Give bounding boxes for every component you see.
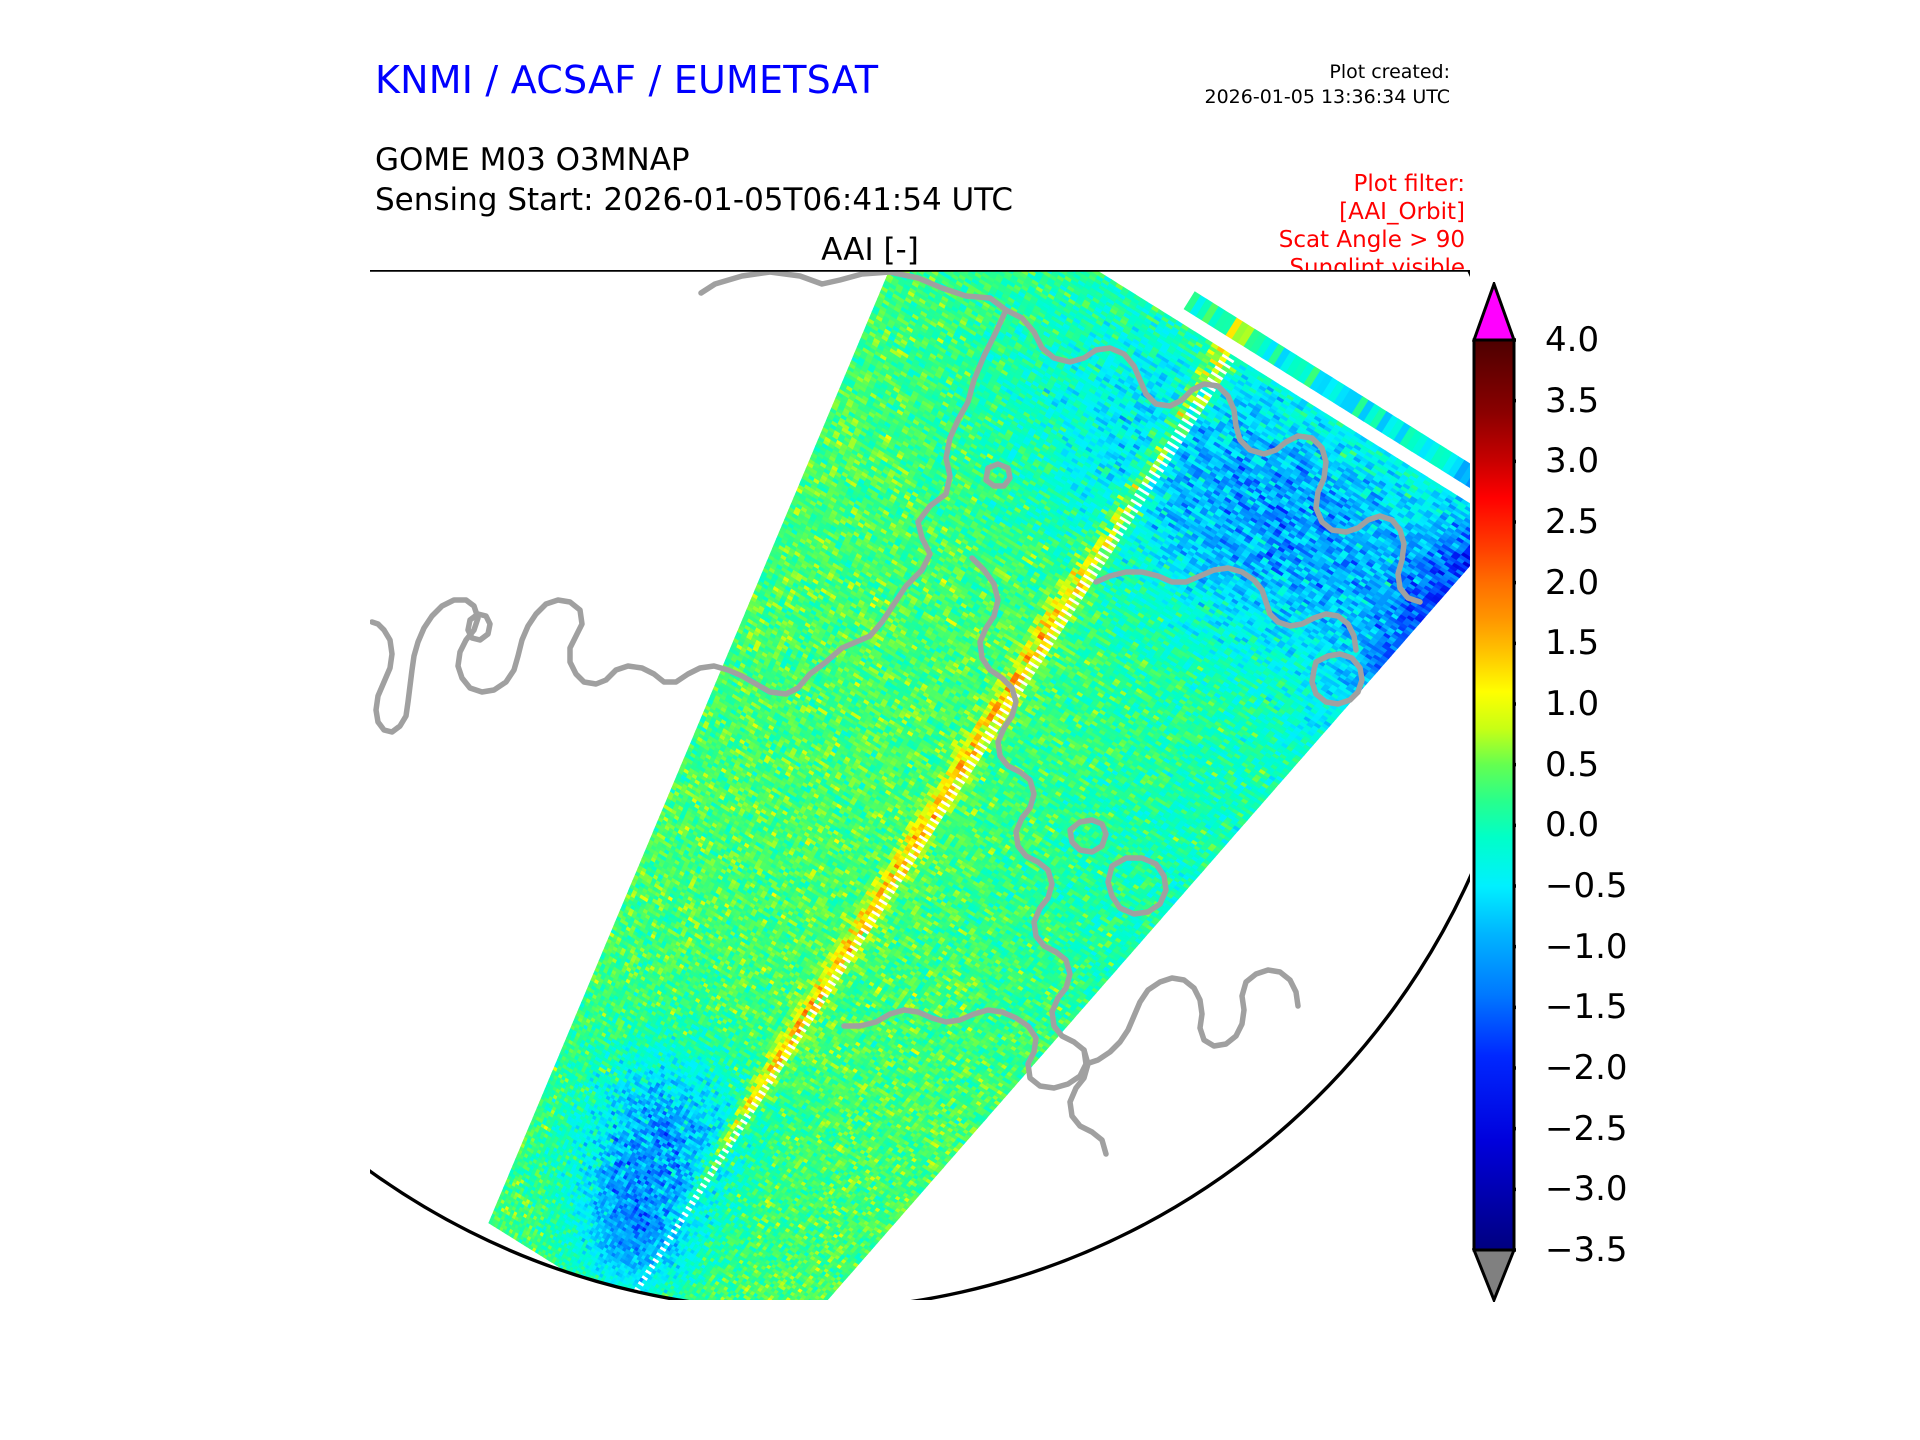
filter-line-2: [AAI_Orbit] [1279,198,1465,226]
plot-created-label: Plot created: [1205,60,1450,85]
colorbar-tick-label: 3.0 [1545,441,1599,481]
coastline [1067,817,1109,855]
colorbar-over-arrow [1472,282,1516,342]
colorbar-tick-label: 4.0 [1545,320,1599,360]
chart-title-text: AAI [-] [821,232,919,268]
coastline [1003,307,1423,605]
colorbar-tick-label: 3.5 [1545,381,1599,421]
colorbar-tick-label: −3.5 [1545,1230,1628,1270]
colorbar-tick-label: 0.0 [1545,805,1599,845]
colorbar-tick-label: −1.5 [1545,987,1628,1027]
aai-swath-data [488,270,1470,1300]
colorbar-tick-label: −2.5 [1545,1109,1628,1149]
map-svg [370,270,1470,1300]
colorbar-tick-label: 1.0 [1545,684,1599,724]
sensing-start: Sensing Start: 2026-01-05T06:41:54 UTC [375,180,1013,220]
coastline-layer [370,270,1423,1157]
product-name: GOME M03 O3MNAP [375,140,1013,180]
coastline [1309,651,1365,707]
filter-line-3: Scat Angle > 90 [1279,226,1465,254]
coastline [370,270,1009,735]
coastline [1105,855,1169,917]
coastline [983,461,1013,489]
colorbar-tick-labels: 4.0 3.5 3.0 2.5 2.0 1.5 1.0 0.5 0.0 −0.5 −1.0 −1.5 −… [1545,282,1695,1302]
chart-title: AAI [-] [0,232,1920,268]
colorbar-tick-label: −2.0 [1545,1048,1628,1088]
product-meta-block: GOME M03 O3MNAP Sensing Start: 2026-01-0… [375,140,1013,220]
map-plot-area [370,270,1470,1300]
coastline [1083,967,1301,1067]
coastline [465,611,493,643]
colorbar-under-arrow [1472,1248,1516,1302]
colorbar-tick-label: 2.5 [1545,502,1599,542]
colorbar-tick-label: −3.0 [1545,1169,1628,1209]
colorbar [1472,282,1516,1302]
colorbar-svg [1472,282,1516,1302]
colorbar-tick-label: 2.0 [1545,563,1599,603]
colorbar-tick-label: −0.5 [1545,866,1628,906]
filter-line-1: Plot filter: [1279,170,1465,198]
plot-created-block: Plot created: 2026-01-05 13:36:34 UTC [1205,60,1451,110]
coastline [841,1007,1089,1091]
colorbar-tick-label: 1.5 [1545,623,1599,663]
plot-filter-block: Plot filter: [AAI_Orbit] Scat Angle > 90… [1279,170,1465,282]
plot-created-value: 2026-01-05 13:36:34 UTC [1205,85,1451,110]
colorbar-gradient [1472,338,1516,1252]
page-title: KNMI / ACSAF / EUMETSAT [375,58,878,102]
colorbar-tick-label: 0.5 [1545,745,1599,785]
colorbar-tick-label: −1.0 [1545,927,1628,967]
coastline [1093,565,1359,653]
